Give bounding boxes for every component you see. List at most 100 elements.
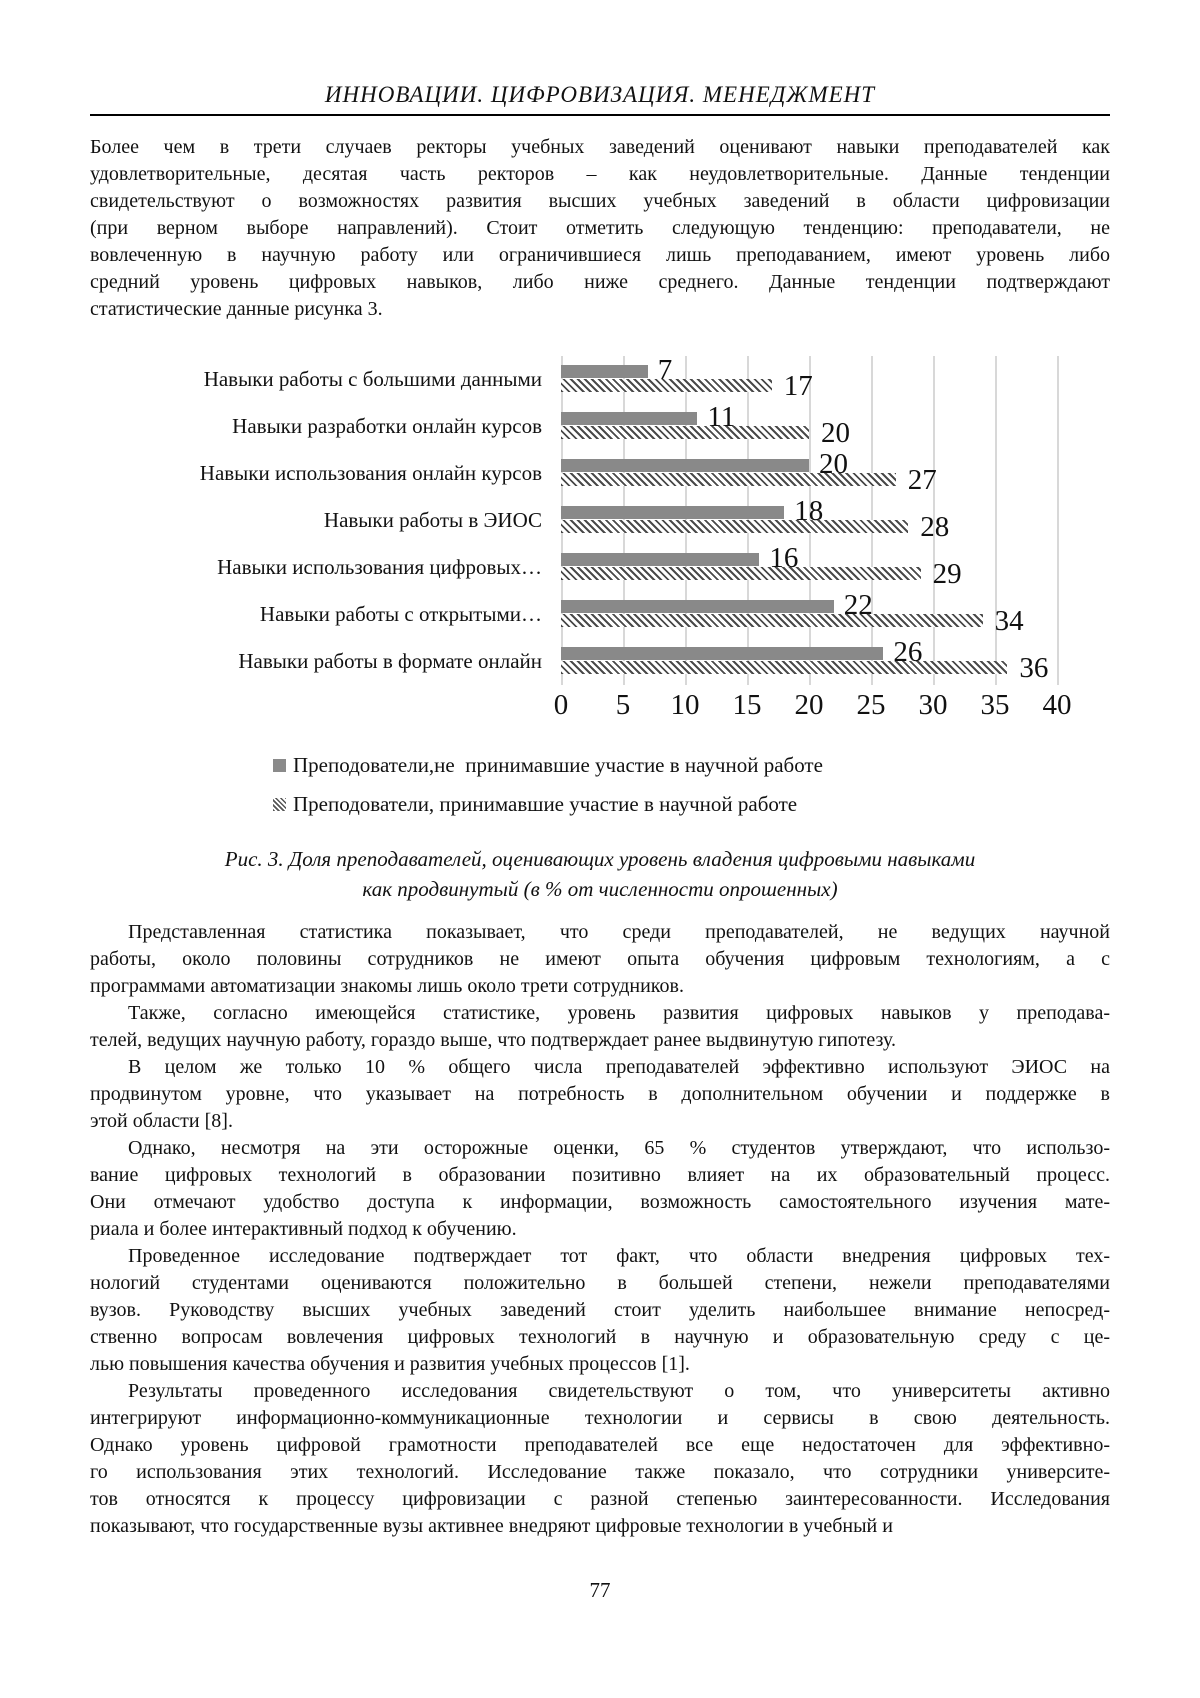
text-line: Более чем в трети случаев ректоры учебны… xyxy=(90,136,1110,158)
legend-swatch-solid xyxy=(273,759,286,772)
text-line: Проведенное исследование подтверждает то… xyxy=(128,1245,1110,1267)
legend-item: Преподователи,не принимавшие участие в н… xyxy=(273,746,1110,785)
text-line: этой области [8]. xyxy=(90,1110,233,1132)
x-tick-label: 30 xyxy=(918,689,948,721)
bar-hatched xyxy=(561,614,983,627)
text-line: удовлетворительные, десятая часть ректор… xyxy=(90,163,1110,185)
text-line: нологий студентами оцениваются положител… xyxy=(90,1272,1110,1294)
text-line: продвинутом уровне, что указывает на пот… xyxy=(90,1083,1110,1105)
bar-value-label: 20 xyxy=(819,448,848,480)
bar-value-label: 27 xyxy=(907,464,937,496)
bar-value-label: 16 xyxy=(769,542,799,574)
text-line: вузов. Руководству высших учебных заведе… xyxy=(90,1299,1110,1321)
chart-bars: 18 28 xyxy=(561,497,1110,544)
header-rule xyxy=(90,114,1110,116)
text-line: телей, ведущих научную работу, гораздо в… xyxy=(90,1029,896,1051)
bar-value-label: 18 xyxy=(794,495,824,527)
text-line: свидетельствуют о возможностях развития … xyxy=(90,190,1110,212)
chart-category-label: Навыки работы в ЭИОС xyxy=(323,508,542,532)
text-line: лью повышения качества обучения и развит… xyxy=(90,1353,690,1375)
x-tick-label: 25 xyxy=(856,689,886,721)
x-tick-label: 0 xyxy=(553,689,569,721)
x-tick-label: 40 xyxy=(1042,689,1072,721)
text-line: риала и более интерактивный подход к обу… xyxy=(90,1218,517,1240)
bar-hatched xyxy=(561,426,809,439)
chart-row: Навыки использования онлайн курсов 20 27 xyxy=(90,450,1110,497)
chart-bars: 26 36 xyxy=(561,638,1110,685)
bar-solid xyxy=(561,647,884,660)
text-line: статистические данные рисунка 3. xyxy=(90,298,383,320)
chart-x-axis: 0 5 10 15 20 25 30 35 40 xyxy=(554,689,1110,721)
x-tick-label: 35 xyxy=(980,689,1010,721)
text-line: Однако уровень цифровой грамотности преп… xyxy=(90,1434,1110,1456)
paragraph: В целом же только 10 % общего числа преп… xyxy=(90,1054,1110,1135)
journal-header: ИННОВАЦИИ. ЦИФРОВИЗАЦИЯ. МЕНЕДЖМЕНТ xyxy=(324,82,876,107)
figure-3-chart: Навыки работы с большими данными 7 17 Навык… xyxy=(90,356,1110,824)
chart-plot-area: Навыки работы с большими данными 7 17 Навык… xyxy=(90,356,1110,685)
text-line: Однако, несмотря на эти осторожные оценк… xyxy=(128,1137,1110,1159)
chart-category-label: Навыки использования онлайн курсов xyxy=(199,461,542,485)
text-line: го использования этих технологий. Исслед… xyxy=(90,1461,1110,1483)
text-line: Представленная статистика показывает, чт… xyxy=(128,921,1110,943)
paragraph: Представленная статистика показывает, чт… xyxy=(90,919,1110,1000)
figure-caption: Рис. 3. Доля преподавателей, оценивающих… xyxy=(90,844,1110,904)
x-tick-label: 5 xyxy=(615,689,631,721)
gridline xyxy=(995,356,997,685)
x-tick-label: 15 xyxy=(732,689,762,721)
text-line: вание цифровых технологий в образовании … xyxy=(90,1164,1110,1186)
bar-hatched xyxy=(561,520,909,533)
chart-category-label: Навыки использования цифровых… xyxy=(217,555,542,579)
body-text: Представленная статистика показывает, чт… xyxy=(90,919,1110,1540)
chart-row: Навыки разработки онлайн курсов 11 20 xyxy=(90,403,1110,450)
chart-bars: 7 17 xyxy=(561,356,1110,403)
bar-solid xyxy=(561,365,648,378)
legend-swatch-hatched xyxy=(273,798,286,811)
text-line: ственно вопросам вовлечения цифровых тех… xyxy=(90,1326,1110,1348)
bar-solid xyxy=(561,553,760,566)
paragraph: Однако, несмотря на эти осторожные оценк… xyxy=(90,1135,1110,1243)
bar-value-label: 7 xyxy=(657,354,673,386)
bar-value-label: 34 xyxy=(994,605,1024,637)
bar-value-label: 20 xyxy=(821,417,850,449)
chart-bars: 11 20 xyxy=(561,403,1110,450)
text-line: Также, согласно имеющейся статистике, ур… xyxy=(128,1002,1110,1024)
paragraph: Проведенное исследование подтверждает то… xyxy=(90,1243,1110,1378)
text-line: программами автоматизации знакомы лишь о… xyxy=(90,975,684,997)
chart-category-label: Навыки работы с большими данными xyxy=(203,367,542,391)
chart-category-label: Навыки работы в формате онлайн xyxy=(238,649,542,673)
bar-hatched xyxy=(561,661,1008,674)
bar-solid xyxy=(561,459,809,472)
text-line: В целом же только 10 % общего числа преп… xyxy=(128,1056,1110,1078)
bar-value-label: 26 xyxy=(893,636,923,668)
bar-value-label: 36 xyxy=(1019,652,1049,684)
legend-label: Преподователи, принимавшие участие в нау… xyxy=(293,792,798,816)
bar-solid xyxy=(561,600,834,613)
text-line: вовлеченную в научную работу или огранич… xyxy=(90,244,1110,266)
text-line: средний уровень цифровых навыков, либо н… xyxy=(90,271,1110,293)
gridline xyxy=(1057,356,1059,685)
bar-hatched xyxy=(561,567,921,580)
bar-solid xyxy=(561,412,698,425)
chart-bars: 20 27 xyxy=(561,450,1110,497)
bar-value-label: 11 xyxy=(707,401,736,433)
chart-row: Навыки работы с открытыми… 22 34 xyxy=(90,591,1110,638)
page: ИННОВАЦИИ. ЦИФРОВИЗАЦИЯ. МЕНЕДЖМЕНТ Боле… xyxy=(90,82,1110,1540)
chart-category-label: Навыки разработки онлайн курсов xyxy=(232,414,542,438)
text-line: показывают, что государственные вузы акт… xyxy=(90,1515,893,1537)
text-line: Они отмечают удобство доступа к информац… xyxy=(90,1191,1110,1213)
x-tick-label: 10 xyxy=(670,689,700,721)
bar-solid xyxy=(561,506,785,519)
chart-row: Навыки работы в формате онлайн 26 36 xyxy=(90,638,1110,685)
text-line: (при верном выборе направлений). Стоит о… xyxy=(90,217,1110,239)
figure-caption-line: Рис. 3. Доля преподавателей, оценивающих… xyxy=(224,847,976,871)
x-tick-label: 20 xyxy=(794,689,824,721)
chart-legend: Преподователи,не принимавшие участие в н… xyxy=(273,746,1110,824)
page-number: 77 xyxy=(589,1578,611,1602)
bar-value-label: 22 xyxy=(843,589,873,621)
chart-row: Навыки использования цифровых… 16 29 xyxy=(90,544,1110,591)
bar-hatched xyxy=(561,379,772,392)
bar-value-label: 17 xyxy=(783,370,813,402)
chart-bars: 16 29 xyxy=(561,544,1110,591)
chart-category-label: Навыки работы с открытыми… xyxy=(259,602,542,626)
legend-item: Преподователи, принимавшие участие в нау… xyxy=(273,785,1110,824)
